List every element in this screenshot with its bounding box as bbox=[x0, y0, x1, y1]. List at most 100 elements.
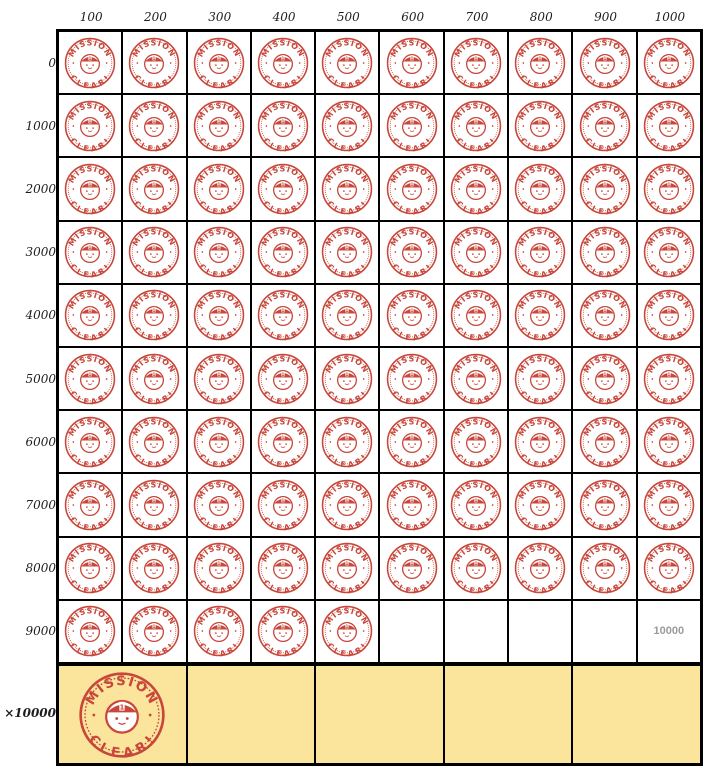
svg-text:1: 1 bbox=[346, 182, 349, 187]
stamp-cell: MISSION CLEAR! 1 bbox=[187, 158, 250, 220]
mission-clear-stamp-icon: MISSION CLEAR! 1 bbox=[386, 226, 437, 278]
stamp-cell: MISSION CLEAR! 1 bbox=[59, 221, 122, 283]
mission-clear-stamp-icon: MISSION CLEAR! 1 bbox=[257, 606, 309, 657]
stamp-cell: MISSION CLEAR! 1 bbox=[123, 284, 186, 346]
mission-clear-stamp-icon: MISSION CLEAR! 1 bbox=[450, 290, 502, 341]
svg-text:1: 1 bbox=[282, 182, 285, 187]
multiplier-label: ×10000 bbox=[4, 706, 56, 720]
mission-clear-stamp-icon: MISSION CLEAR! 1 bbox=[64, 226, 116, 278]
mission-clear-stamp-icon: MISSION CLEAR! 1 bbox=[386, 290, 437, 341]
mission-clear-stamp-icon: MISSION CLEAR! 1 bbox=[386, 37, 437, 89]
mission-clear-stamp-icon: MISSION CLEAR! 1 bbox=[579, 163, 630, 215]
empty-cell bbox=[444, 600, 508, 662]
mission-clear-stamp-icon: MISSION CLEAR! 1 bbox=[643, 100, 695, 152]
svg-text:1: 1 bbox=[89, 245, 92, 250]
mission-clear-stamp-icon: MISSION CLEAR! 1 bbox=[64, 290, 116, 341]
stamp-cell: MISSION CLEAR! 1 bbox=[509, 32, 572, 94]
svg-text:1: 1 bbox=[667, 308, 670, 313]
mission-clear-stamp-icon: MISSION CLEAR! 1 bbox=[579, 226, 630, 278]
svg-text:1: 1 bbox=[282, 119, 285, 124]
stamp-cell: MISSION CLEAR! 1 bbox=[59, 600, 122, 662]
svg-text:1: 1 bbox=[346, 371, 349, 376]
stamp-cell: MISSION CLEAR! 1 bbox=[637, 32, 700, 94]
svg-text:1: 1 bbox=[89, 498, 92, 503]
mission-clear-stamp-icon: MISSION CLEAR! 1 bbox=[450, 226, 502, 278]
stamp-cell: MISSION CLEAR! 1 bbox=[316, 284, 379, 346]
svg-text:1: 1 bbox=[539, 119, 542, 124]
mission-clear-stamp-icon: MISSION CLEAR! 1 bbox=[322, 290, 373, 341]
stamp-cell: MISSION CLEAR! 1 bbox=[573, 474, 636, 536]
stamp-cell: MISSION CLEAR! 1 bbox=[187, 348, 250, 410]
stamp-cell: MISSION CLEAR! 1 bbox=[251, 600, 315, 662]
column-label: 700 bbox=[465, 10, 489, 24]
svg-text:1: 1 bbox=[667, 498, 670, 503]
stamp-cell: MISSION CLEAR! 1 bbox=[123, 95, 186, 157]
mission-clear-stamp-icon: MISSION CLEAR! 1 bbox=[64, 37, 116, 89]
mission-clear-stamp-icon: MISSION CLEAR! 1 bbox=[643, 416, 695, 468]
svg-text:1: 1 bbox=[282, 624, 285, 629]
stamp-cell: MISSION CLEAR! 1 bbox=[573, 95, 636, 157]
svg-text:1: 1 bbox=[217, 624, 220, 629]
mission-clear-stamp-icon: MISSION CLEAR! 1 bbox=[643, 163, 695, 215]
mission-clear-stamp-icon: MISSION CLEAR! 1 bbox=[257, 100, 309, 152]
stamp-cell: MISSION CLEAR! 1 bbox=[637, 221, 700, 283]
svg-text:1: 1 bbox=[89, 119, 92, 124]
stamp-cell: MISSION CLEAR! 1 bbox=[187, 600, 250, 662]
stamp-cell: MISSION CLEAR! 1 bbox=[509, 537, 572, 599]
stamp-cell: MISSION CLEAR! 1 bbox=[187, 537, 250, 599]
column-label: 200 bbox=[143, 10, 167, 24]
svg-text:1: 1 bbox=[153, 245, 156, 250]
mission-clear-stamp-icon: MISSION CLEAR! 1 bbox=[322, 100, 373, 152]
svg-text:1: 1 bbox=[603, 435, 606, 440]
stamp-cell: MISSION CLEAR! 1 bbox=[316, 537, 379, 599]
mission-clear-stamp-icon: MISSION CLEAR! 1 bbox=[515, 416, 566, 468]
mission-clear-stamp-icon: MISSION CLEAR! 1 bbox=[515, 353, 566, 405]
stamp-cell: MISSION CLEAR! 1 bbox=[316, 411, 379, 473]
mission-clear-stamp-icon: MISSION CLEAR! 1 bbox=[386, 353, 437, 405]
column-label: 900 bbox=[594, 10, 617, 24]
svg-text:1: 1 bbox=[474, 371, 477, 376]
mission-clear-stamp-icon: MISSION CLEAR! 1 bbox=[193, 416, 244, 468]
mission-clear-stamp-icon: MISSION CLEAR! 1 bbox=[515, 37, 566, 89]
stamp-cell: MISSION CLEAR! 1 bbox=[637, 411, 700, 473]
stamp-cell: MISSION CLEAR! 1 bbox=[509, 474, 572, 536]
mission-clear-stamp-icon: MISSION CLEAR! 1 bbox=[193, 163, 244, 215]
svg-text:1: 1 bbox=[89, 371, 92, 376]
empty-cell bbox=[380, 600, 443, 662]
mission-clear-stamp-icon: MISSION CLEAR! 1 bbox=[129, 542, 180, 594]
mission-clear-stamp-icon: MISSION CLEAR! 1 bbox=[450, 542, 502, 594]
svg-text:1: 1 bbox=[217, 498, 220, 503]
mission-clear-stamp-icon: MISSION CLEAR! 1 bbox=[193, 37, 244, 89]
stamp-cell: MISSION CLEAR! 1 bbox=[123, 221, 186, 283]
svg-text:1: 1 bbox=[603, 308, 606, 313]
svg-text:1: 1 bbox=[667, 182, 670, 187]
svg-text:1: 1 bbox=[410, 182, 413, 187]
svg-text:1: 1 bbox=[346, 498, 349, 503]
mission-clear-stamp-icon: MISSION CLEAR! 1 bbox=[450, 353, 502, 405]
svg-text:1: 1 bbox=[153, 435, 156, 440]
mission-clear-stamp-icon: MISSION CLEAR! 1 bbox=[64, 542, 116, 594]
mission-clear-stamp-icon: MISSION CLEAR! 1 bbox=[322, 353, 373, 405]
svg-text:1: 1 bbox=[474, 55, 477, 60]
svg-text:1: 1 bbox=[539, 435, 542, 440]
svg-text:1: 1 bbox=[603, 561, 606, 566]
mission-clear-stamp-icon: MISSION CLEAR! 1 bbox=[322, 37, 373, 89]
mission-clear-stamp-icon: MISSION CLEAR! 1 bbox=[579, 37, 630, 89]
svg-text:1: 1 bbox=[89, 624, 92, 629]
mission-clear-stamp-icon: MISSION CLEAR! 1 bbox=[64, 353, 116, 405]
stamp-cell: MISSION CLEAR! 1 bbox=[59, 537, 122, 599]
stamp-cell: MISSION CLEAR! 1 bbox=[187, 221, 250, 283]
mission-clear-stamp-icon: MISSION CLEAR! 1 bbox=[257, 542, 309, 594]
stamp-cell: MISSION CLEAR! 1 bbox=[380, 221, 443, 283]
stamp-cell: MISSION CLEAR! 1 bbox=[187, 474, 250, 536]
svg-text:1: 1 bbox=[539, 561, 542, 566]
stamp-cell: MISSION CLEAR! 1 bbox=[380, 32, 443, 94]
mission-clear-stamp-icon: MISSION CLEAR! 1 bbox=[322, 416, 373, 468]
svg-text:1: 1 bbox=[667, 371, 670, 376]
stamp-cell: MISSION CLEAR! 1 bbox=[444, 474, 508, 536]
mission-clear-stamp-icon: MISSION CLEAR! 1 bbox=[322, 226, 373, 278]
svg-text:1: 1 bbox=[667, 119, 670, 124]
svg-text:1: 1 bbox=[89, 561, 92, 566]
svg-text:1: 1 bbox=[346, 245, 349, 250]
svg-text:1: 1 bbox=[346, 435, 349, 440]
